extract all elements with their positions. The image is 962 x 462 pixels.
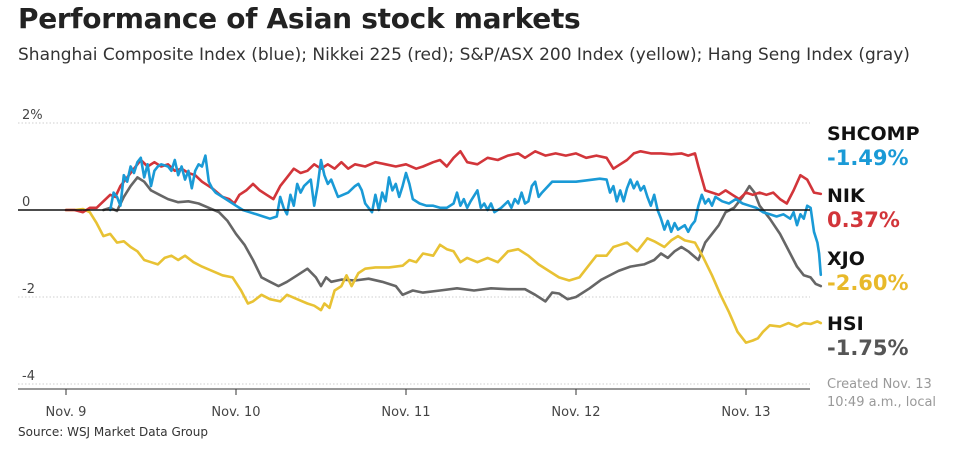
- chart-title: Performance of Asian stock markets: [18, 2, 581, 35]
- x-tick-label: Nov. 10: [211, 405, 260, 420]
- legend-name-nik: NIK: [827, 185, 865, 207]
- series-lines: [64, 150, 823, 344]
- legend-item-nik: NIK 0.37%: [827, 185, 900, 232]
- x-tick-label: Nov. 13: [721, 405, 770, 420]
- y-tick-label: 2%: [22, 108, 43, 123]
- created-note: Created Nov. 13 10:49 a.m., local: [827, 376, 936, 412]
- legend-item-shcomp: SHCOMP -1.49%: [827, 123, 920, 170]
- legend-item-hsi: HSI -1.75%: [827, 313, 909, 360]
- created-note-date: Created Nov. 13: [827, 377, 932, 392]
- x-axis: Nov. 9 Nov. 10 Nov. 11 Nov. 12 Nov. 13: [18, 388, 810, 420]
- x-tick-label: Nov. 9: [46, 405, 87, 420]
- series-line-hsi: [102, 176, 823, 303]
- legend-name-shcomp: SHCOMP: [827, 123, 920, 145]
- x-tick-label: Nov. 12: [551, 405, 600, 420]
- chart-subtitle: Shanghai Composite Index (blue); Nikkei …: [18, 45, 910, 65]
- grid-lines: [18, 122, 810, 385]
- series-line-xjo: [64, 207, 823, 344]
- y-axis-labels: 2% 0 -2 -4: [22, 108, 43, 384]
- legend-name-hsi: HSI: [827, 313, 864, 335]
- y-tick-label: 0: [22, 195, 30, 210]
- legend-value-nik: 0.37%: [827, 208, 900, 232]
- y-tick-label: -2: [22, 282, 35, 297]
- legend-value-hsi: -1.75%: [827, 336, 909, 360]
- legend-item-xjo: XJO -2.60%: [827, 248, 909, 295]
- series-line-shcomp: [108, 154, 823, 277]
- source-note: Source: WSJ Market Data Group: [18, 425, 208, 439]
- x-tick-label: Nov. 11: [381, 405, 430, 420]
- legend-value-shcomp: -1.49%: [827, 146, 909, 170]
- y-tick-label: -4: [22, 369, 35, 384]
- created-note-time: 10:49 a.m., local: [827, 395, 937, 410]
- legend-name-xjo: XJO: [827, 248, 865, 270]
- legend-value-xjo: -2.60%: [827, 271, 909, 295]
